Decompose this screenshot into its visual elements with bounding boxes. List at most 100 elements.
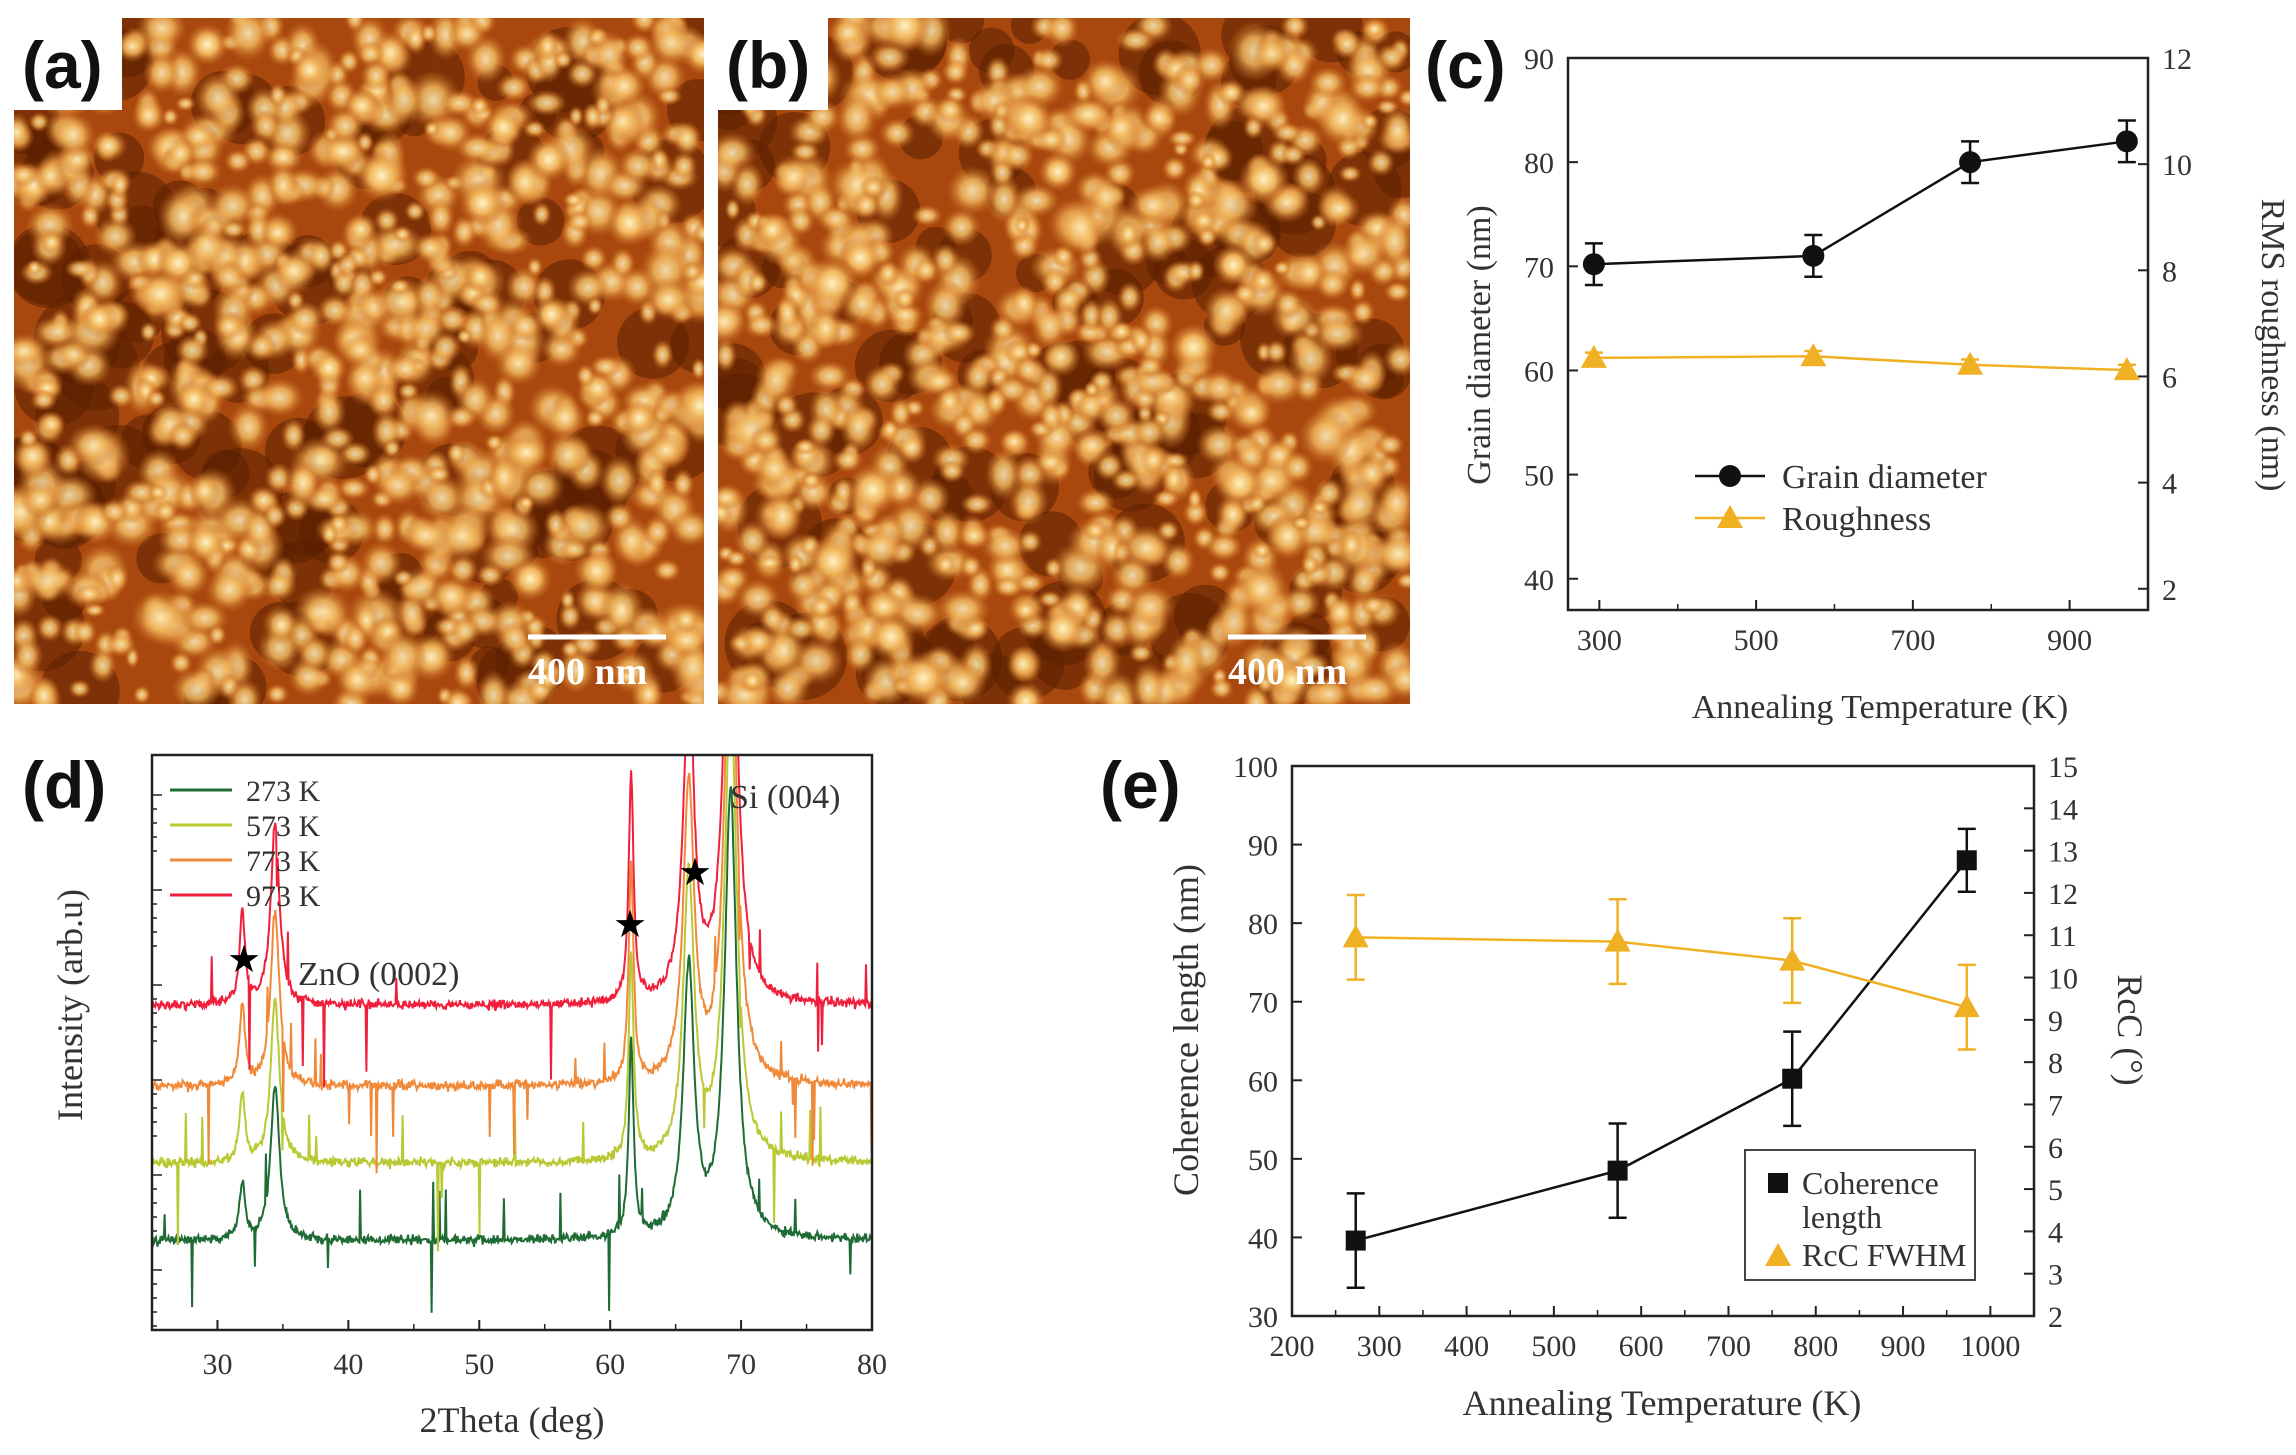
plot-frame — [1290, 764, 2036, 1318]
afm-grain — [404, 200, 426, 222]
afm-grain — [504, 266, 543, 307]
y2-tick-label: 15 — [2048, 751, 2078, 784]
y-tick-label: 30 — [1248, 1301, 1278, 1334]
afm-grain — [645, 467, 669, 500]
panel-b: (b) 400 nm — [718, 18, 1410, 704]
afm-grain — [496, 620, 534, 657]
data-point — [1604, 928, 1631, 952]
afm-grain — [1329, 640, 1377, 689]
afm-grain — [892, 287, 917, 311]
afm-grain — [552, 49, 574, 70]
afm-grain — [1116, 524, 1174, 570]
afm-image-a — [14, 18, 704, 704]
afm-grain — [1272, 260, 1292, 277]
afm-grain — [618, 668, 637, 686]
afm-grain — [1037, 590, 1063, 609]
afm-grain — [655, 86, 683, 106]
afm-bright-grain — [681, 33, 704, 75]
afm-grain — [1270, 121, 1304, 145]
data-point — [2113, 357, 2140, 381]
x-tick-label: 800 — [1793, 1330, 1838, 1363]
chart-c: 300 500 700 900 40 50 60 70 80 90 2 4 6 8 10 12 Grain di… — [1524, 43, 2192, 657]
star-marker: ★ — [227, 939, 261, 981]
y-tick-label: 60 — [1248, 1065, 1278, 1098]
legend-marker — [1717, 505, 1743, 528]
afm-grain — [941, 320, 977, 346]
afm-grain — [469, 95, 490, 117]
legend-label: length — [1802, 1199, 1882, 1235]
legend-label: Grain diameter — [1782, 459, 1988, 496]
afm-grain — [423, 120, 441, 137]
afm-grain — [872, 72, 913, 112]
afm-grain — [194, 71, 242, 124]
afm-grain — [1376, 477, 1410, 527]
afm-grain — [93, 216, 138, 257]
afm-grain — [19, 481, 61, 519]
afm-grain — [14, 636, 44, 676]
y-tick-label: 60 — [1524, 355, 1554, 388]
afm-grain — [1290, 515, 1313, 531]
afm-grain — [285, 300, 325, 337]
data-point — [1956, 850, 1977, 871]
legend-marker — [1719, 465, 1741, 487]
x-tick-label: 1000 — [1960, 1330, 2020, 1363]
afm-grain — [579, 244, 608, 273]
afm-grain — [425, 464, 452, 485]
afm-grain — [1008, 284, 1040, 322]
afm-grain — [1251, 540, 1273, 561]
panel-label-b: (b) — [726, 28, 810, 102]
y-tick-label: 100 — [1233, 751, 1278, 784]
x-tick-label: 700 — [1706, 1330, 1751, 1363]
afm-grain — [401, 516, 451, 556]
afm-bright-grain — [1037, 151, 1079, 192]
afm-grain — [1116, 219, 1141, 250]
afm-bright-grain — [675, 380, 704, 431]
afm-grain — [1209, 676, 1235, 701]
afm-grain — [661, 622, 704, 658]
afm-grain — [945, 165, 999, 217]
afm-grain — [733, 520, 772, 561]
afm-grain — [568, 105, 584, 128]
afm-grain — [174, 95, 196, 112]
afm-grain — [223, 18, 273, 63]
afm-grain — [383, 74, 425, 126]
afm-grain — [1370, 529, 1410, 578]
afm-grain — [1161, 462, 1186, 497]
afm-grain — [934, 588, 992, 630]
annotation-zno-0002: ZnO (0002) — [298, 956, 459, 993]
afm-grain — [1012, 183, 1061, 218]
afm-grain — [392, 225, 413, 243]
afm-grain — [961, 357, 995, 396]
afm-grain — [335, 657, 379, 703]
afm-grain — [14, 162, 40, 188]
afm-grain — [531, 201, 552, 227]
y2-tick-label: 6 — [2048, 1132, 2063, 1165]
afm-grain — [609, 247, 637, 280]
chart-e-y2label: RcC (°) — [2110, 974, 2150, 1085]
y-tick-label: 40 — [1248, 1222, 1278, 1255]
x-tick-label: 900 — [2047, 624, 2092, 657]
afm-grain — [1110, 468, 1142, 492]
y-tick-label: 70 — [1524, 251, 1554, 284]
afm-grain — [643, 431, 688, 470]
afm-grain — [1249, 266, 1277, 296]
legend-marker — [1765, 1243, 1791, 1266]
afm-bright-grain — [895, 650, 951, 704]
afm-grain — [1115, 27, 1157, 54]
afm-grain — [1242, 115, 1264, 140]
afm-grain — [271, 248, 316, 296]
afm-grain — [206, 182, 259, 229]
afm-grain — [344, 212, 379, 246]
panel-a: (a) 400 nm — [14, 18, 704, 704]
afm-grain — [1264, 339, 1289, 365]
data-point — [1782, 1068, 1803, 1089]
afm-grain — [599, 454, 640, 506]
afm-grain — [495, 72, 532, 103]
afm-grain — [1191, 46, 1231, 84]
afm-grain — [188, 472, 221, 510]
afm-grain — [1083, 380, 1101, 399]
afm-grain — [888, 396, 913, 431]
afm-grain — [617, 146, 659, 185]
